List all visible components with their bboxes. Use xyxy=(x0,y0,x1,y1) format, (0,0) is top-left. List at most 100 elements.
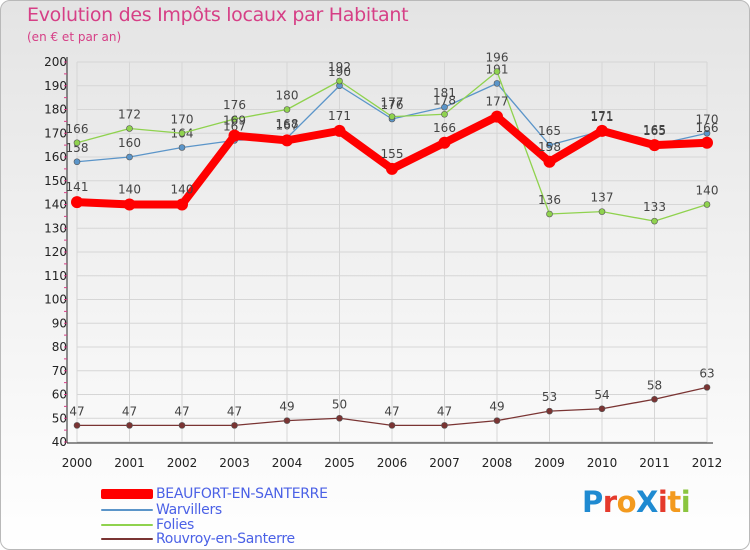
data-label: 54 xyxy=(594,388,609,402)
x-tick-label: 2009 xyxy=(534,456,565,470)
legend-label: Folies xyxy=(156,517,195,533)
data-label: 166 xyxy=(696,121,719,135)
logo-letter: i xyxy=(657,485,668,519)
data-label: 177 xyxy=(381,96,404,110)
data-label: 63 xyxy=(699,366,714,380)
data-point xyxy=(231,422,238,429)
data-label: 165 xyxy=(538,124,561,138)
data-point xyxy=(178,422,186,429)
data-label: 140 xyxy=(171,183,194,197)
x-tick-label: 2002 xyxy=(167,456,198,470)
y-tick-label: 110 xyxy=(44,269,67,283)
data-label: 176 xyxy=(381,98,404,112)
legend-item: Warvillers xyxy=(101,502,222,518)
y-tick-label: 50 xyxy=(52,411,67,425)
data-label: 47 xyxy=(227,404,242,418)
data-label: 169 xyxy=(223,114,246,128)
data-point xyxy=(333,124,346,137)
data-point xyxy=(336,77,343,85)
x-tick-label: 2005 xyxy=(324,456,355,470)
data-label: 192 xyxy=(328,60,351,74)
logo-letter: t xyxy=(667,485,681,519)
data-label: 136 xyxy=(538,193,561,207)
data-point xyxy=(441,103,448,111)
legend-item: Folies xyxy=(101,517,195,533)
data-label: 166 xyxy=(66,122,89,136)
data-point xyxy=(176,198,188,211)
data-point xyxy=(126,153,133,161)
data-label: 166 xyxy=(433,121,456,135)
data-point xyxy=(493,417,501,424)
y-tick-label: 80 xyxy=(52,340,67,354)
x-tick-label: 2010 xyxy=(587,456,618,470)
data-label: 167 xyxy=(223,119,246,133)
data-point xyxy=(281,134,293,147)
logo-letter: P xyxy=(582,485,603,519)
data-label: 176 xyxy=(223,98,246,112)
data-point xyxy=(596,124,608,137)
data-point xyxy=(73,158,81,166)
data-point xyxy=(546,407,553,415)
y-tick-label: 60 xyxy=(52,388,67,402)
legend-swatch xyxy=(101,524,153,526)
y-tick-label: 180 xyxy=(44,103,67,117)
logo-letter: r xyxy=(602,485,617,519)
data-label: 47 xyxy=(437,404,452,418)
data-label: 133 xyxy=(643,200,666,214)
x-tick-label: 2000 xyxy=(62,456,93,470)
data-label: 165 xyxy=(643,124,666,138)
x-tick-label: 2011 xyxy=(639,456,670,470)
data-point xyxy=(283,106,291,113)
x-tick-label: 2003 xyxy=(219,456,250,470)
data-point xyxy=(598,405,606,413)
data-point xyxy=(441,110,448,118)
y-tick-label: 170 xyxy=(44,126,67,140)
x-tick-label: 2008 xyxy=(482,456,513,470)
data-label: 190 xyxy=(328,65,351,79)
data-label: 53 xyxy=(542,390,557,404)
data-label: 50 xyxy=(332,397,347,411)
data-label: 47 xyxy=(122,404,137,418)
data-label: 47 xyxy=(69,404,84,418)
data-point xyxy=(703,384,711,391)
legend-swatch xyxy=(101,538,153,540)
data-point xyxy=(126,125,133,132)
data-label: 58 xyxy=(647,378,662,392)
data-label: 49 xyxy=(489,400,504,414)
data-label: 158 xyxy=(538,140,561,154)
data-label: 141 xyxy=(66,180,89,194)
data-point xyxy=(598,208,606,215)
data-point xyxy=(71,196,83,209)
data-label: 47 xyxy=(174,404,189,418)
data-label: 178 xyxy=(433,93,456,107)
data-label: 171 xyxy=(591,110,614,124)
logo-letter: X xyxy=(636,485,658,519)
data-point xyxy=(651,217,658,225)
data-label: 155 xyxy=(381,147,404,161)
data-point xyxy=(123,198,136,211)
data-label: 47 xyxy=(384,404,399,418)
data-point xyxy=(388,422,396,429)
data-point xyxy=(126,422,133,429)
y-tick-label: 130 xyxy=(44,221,67,235)
y-tick-label: 160 xyxy=(44,150,67,164)
y-tick-label: 120 xyxy=(44,245,67,259)
data-point xyxy=(546,210,553,218)
data-label: 158 xyxy=(66,141,89,155)
data-label: 181 xyxy=(433,86,456,100)
x-tick-label: 2004 xyxy=(272,456,303,470)
y-tick-label: 40 xyxy=(52,435,67,449)
x-tick-label: 2006 xyxy=(377,456,408,470)
data-point xyxy=(73,139,81,147)
y-tick-label: 150 xyxy=(44,174,67,188)
data-point xyxy=(701,136,713,149)
data-point xyxy=(283,417,291,424)
data-label: 49 xyxy=(279,400,294,414)
data-point xyxy=(648,139,661,152)
logo-letter: i xyxy=(680,485,691,519)
data-label: 171 xyxy=(591,109,614,123)
data-label: 140 xyxy=(696,184,719,198)
data-point xyxy=(178,144,186,151)
